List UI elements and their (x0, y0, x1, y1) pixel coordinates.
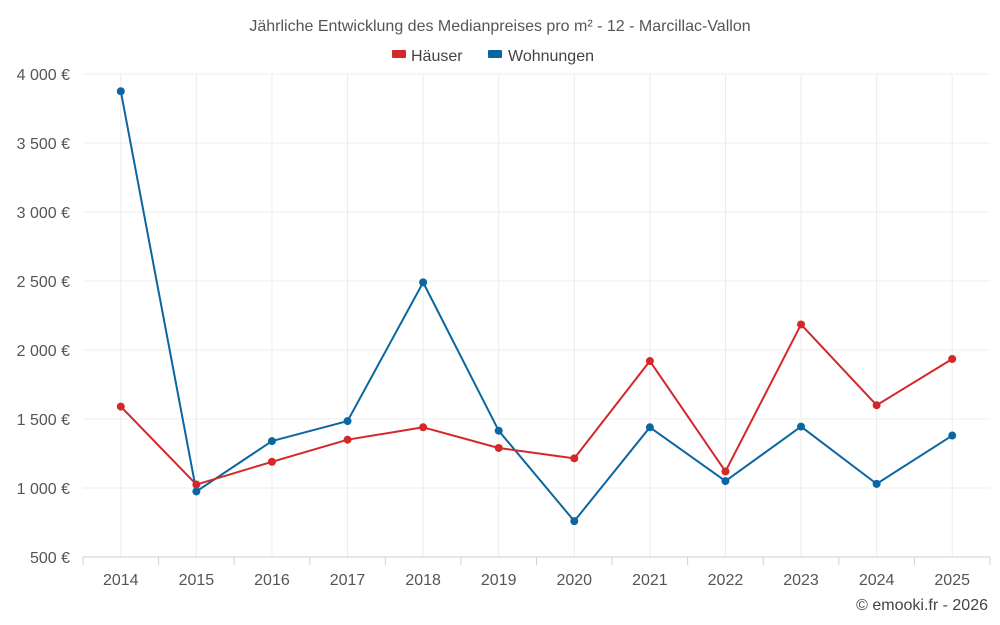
x-axis: 2014 2015 2016 2017 2018 2019 2020 2021 2022 2023… (82, 556, 991, 589)
legend-swatch-wohnungen (488, 50, 502, 58)
x-tick-label: 2024 (859, 572, 895, 589)
series-layer (116, 87, 957, 526)
legend-label-wohnungen: Wohnungen (508, 48, 594, 65)
legend-swatch-haeuser (392, 50, 406, 58)
legend: Häuser Wohnungen (392, 48, 594, 65)
y-tick-label: 1 500 € (17, 412, 70, 429)
x-tick-label: 2015 (179, 572, 215, 589)
x-tick-label: 2020 (556, 572, 592, 589)
data-point-wohnungen[interactable] (192, 487, 201, 496)
data-point-haeuser[interactable] (721, 467, 730, 476)
data-point-haeuser[interactable] (494, 443, 503, 452)
data-point-wohnungen[interactable] (645, 423, 654, 432)
x-tick-label: 2025 (934, 572, 970, 589)
x-tick-label: 2021 (632, 572, 668, 589)
data-point-haeuser[interactable] (116, 402, 125, 411)
data-point-haeuser[interactable] (570, 454, 579, 463)
data-point-haeuser[interactable] (872, 401, 881, 410)
data-point-haeuser[interactable] (267, 457, 276, 466)
x-tick-label: 2023 (783, 572, 819, 589)
y-tick-label: 3 500 € (17, 136, 70, 153)
data-point-haeuser[interactable] (419, 423, 428, 432)
y-tick-label: 1 000 € (17, 481, 70, 498)
y-tick-label: 500 € (30, 550, 70, 567)
data-point-wohnungen[interactable] (797, 422, 806, 431)
data-point-wohnungen[interactable] (570, 517, 579, 526)
data-point-haeuser[interactable] (948, 354, 957, 363)
y-axis: 500 € 1 000 € 1 500 € 2 000 € 2 500 € 3 000 €… (17, 67, 70, 567)
grid (83, 73, 990, 557)
x-tick-label: 2022 (708, 572, 744, 589)
credit-text: © emooki.fr - 2026 (856, 597, 988, 614)
series-line-haeuser (120, 323, 953, 486)
data-point-wohnungen[interactable] (948, 431, 957, 440)
data-point-wohnungen[interactable] (721, 477, 730, 486)
data-point-haeuser[interactable] (192, 480, 201, 489)
series-line-wohnungen (119, 91, 953, 523)
data-point-haeuser[interactable] (797, 320, 806, 329)
y-tick-label: 3 000 € (17, 205, 70, 222)
data-point-wohnungen[interactable] (116, 87, 125, 96)
data-point-wohnungen[interactable] (494, 426, 503, 435)
data-point-haeuser[interactable] (645, 357, 654, 366)
data-point-wohnungen[interactable] (267, 437, 276, 446)
y-tick-label: 2 500 € (17, 274, 70, 291)
data-point-wohnungen[interactable] (419, 278, 428, 287)
y-tick-label: 2 000 € (17, 343, 70, 360)
legend-label-haeuser: Häuser (411, 48, 463, 65)
y-tick-label: 4 000 € (17, 67, 70, 84)
x-tick-label: 2016 (254, 572, 290, 589)
x-tick-label: 2019 (481, 572, 517, 589)
data-point-haeuser[interactable] (343, 435, 352, 444)
data-point-wohnungen[interactable] (343, 417, 352, 426)
x-tick-label: 2017 (330, 572, 366, 589)
chart-title: Jährliche Entwicklung des Medianpreises … (249, 18, 750, 35)
x-tick-label: 2014 (103, 572, 139, 589)
data-point-wohnungen[interactable] (872, 479, 881, 488)
x-tick-label: 2018 (405, 572, 441, 589)
